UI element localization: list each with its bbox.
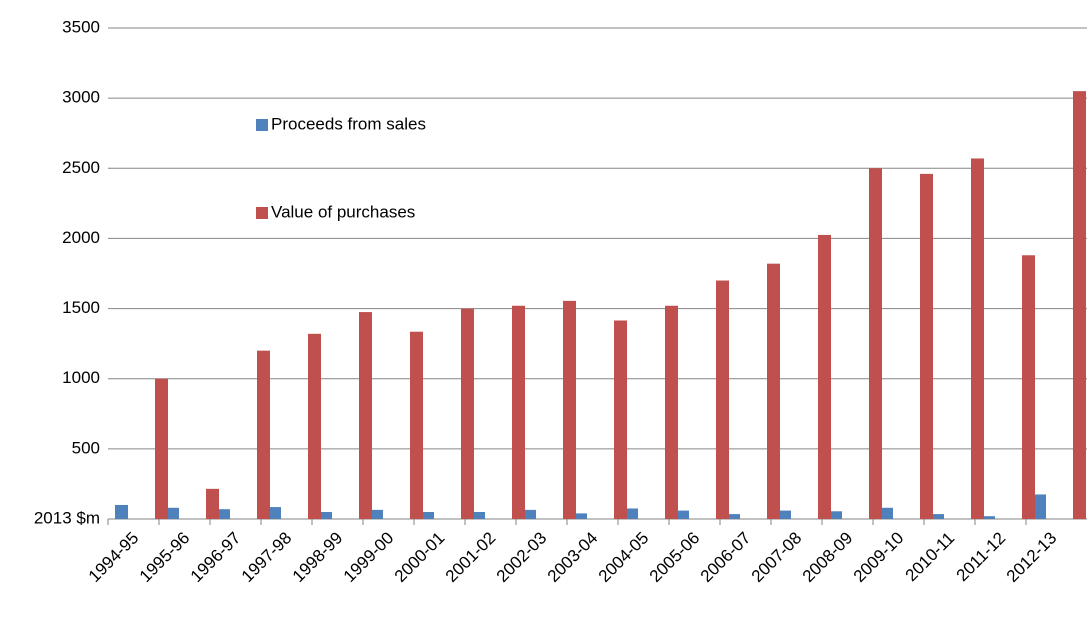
bar [217, 509, 230, 519]
bar [359, 312, 372, 519]
bar [155, 378, 168, 519]
x-tick-label: 1994-95 [85, 528, 143, 586]
legend-swatch [256, 207, 268, 219]
bar [206, 488, 219, 519]
bar [778, 510, 791, 519]
bar [625, 508, 638, 519]
x-tick-label: 1999-00 [340, 528, 398, 586]
bar [319, 511, 332, 519]
x-tick-label: 2001-02 [442, 528, 500, 586]
bar [880, 507, 893, 519]
x-tick-label: 2009-10 [850, 528, 908, 586]
bar [257, 350, 270, 519]
legend-label: Value of purchases [271, 202, 415, 221]
bar [512, 305, 525, 519]
x-tick-label: 2010-11 [902, 528, 959, 585]
y-tick-label: 3000 [62, 88, 100, 107]
bar [727, 514, 740, 519]
bar [166, 507, 179, 519]
bar [1073, 91, 1086, 519]
y-tick-label: 2500 [62, 158, 100, 177]
bar [829, 511, 842, 519]
bar [115, 504, 128, 519]
x-tick-label: 2012-13 [1003, 528, 1061, 586]
x-tick-label: 1995-96 [136, 528, 194, 586]
y-tick-label: 3500 [62, 17, 100, 36]
x-tick-label: 2004-05 [595, 528, 653, 586]
x-tick-label: 2002-03 [493, 528, 551, 586]
bar [1022, 255, 1035, 519]
y-tick-label: 1500 [62, 298, 100, 317]
x-tick-label: 2011-12 [953, 528, 1010, 585]
bar [268, 507, 281, 519]
bar [931, 514, 944, 519]
bar [370, 509, 383, 519]
bar [461, 308, 474, 519]
legend-swatch [256, 119, 268, 131]
bar [574, 513, 587, 519]
x-tick-label: 2003-04 [544, 528, 602, 586]
bar [971, 158, 984, 520]
bar [472, 511, 485, 519]
x-tick-label: 1997-98 [238, 528, 296, 586]
bar [920, 173, 933, 519]
bar [676, 510, 689, 519]
bar [716, 280, 729, 519]
y-tick-label: 2000 [62, 228, 100, 247]
bar [421, 511, 434, 519]
bar [410, 331, 423, 519]
x-tick-label: 2007-08 [748, 528, 806, 586]
x-tick-label: 2008-09 [799, 528, 857, 586]
x-tick-label: 2000-01 [391, 528, 449, 586]
bar [767, 263, 780, 519]
bar [818, 234, 831, 519]
legend-label: Proceeds from sales [271, 114, 426, 133]
y-tick-label: 2013 $m [34, 508, 100, 527]
bar [308, 333, 321, 519]
bar [982, 516, 995, 519]
x-tick-label: 1996-97 [187, 528, 245, 586]
x-tick-label: 1998-99 [289, 528, 347, 586]
x-tick-label: 2005-06 [646, 528, 704, 586]
x-tick-label: 2006-07 [697, 528, 755, 586]
bar [665, 305, 678, 519]
bar [523, 509, 536, 519]
y-tick-label: 1000 [62, 368, 100, 387]
bar [563, 300, 576, 519]
bar [614, 320, 627, 519]
bar [869, 168, 882, 520]
y-tick-label: 500 [72, 438, 100, 457]
bar [1033, 494, 1046, 519]
